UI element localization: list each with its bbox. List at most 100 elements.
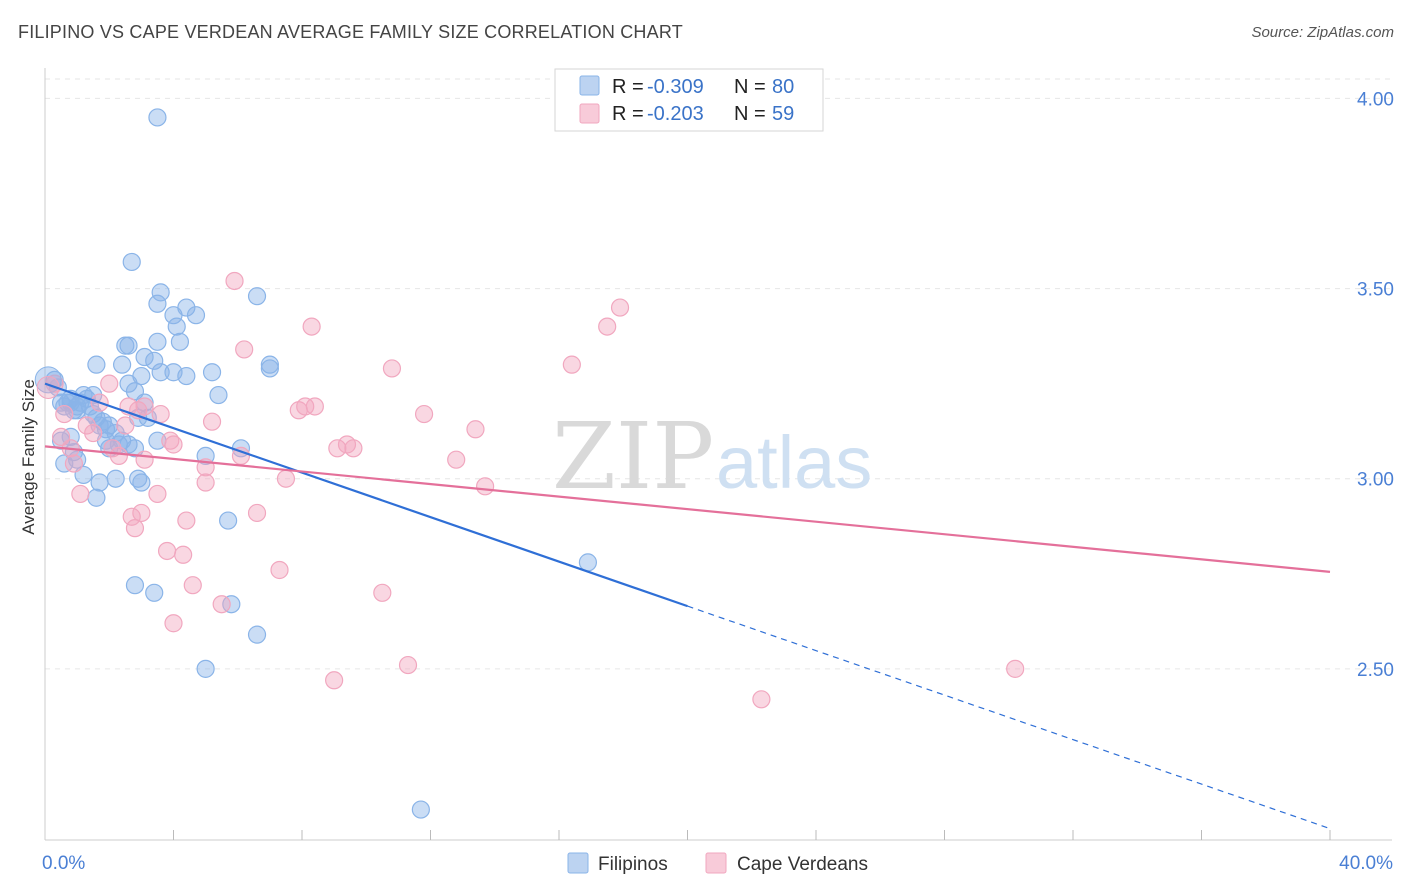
cape-verdean-point	[202, 412, 222, 431]
cape-verdean-point	[100, 374, 119, 393]
source-label: Source: ZipAtlas.com	[1251, 24, 1394, 41]
bottom-legend-swatch-cape-verdeans	[705, 852, 727, 874]
legend-r-label-1: R =	[612, 76, 644, 98]
cape-verdean-point	[151, 404, 170, 424]
cape-verdean-point	[132, 503, 151, 523]
legend-r-value-1: -0.309	[647, 76, 704, 98]
bottom-legend-filipinos: Filipinos	[598, 854, 668, 875]
cape-verdean-point	[109, 446, 128, 466]
legend-swatch-cape-verdeans	[579, 103, 600, 124]
cape-verdean-point	[276, 469, 296, 488]
filipino-point	[151, 283, 170, 302]
chart-title: FILIPINO VS CAPE VERDEAN AVERAGE FAMILY …	[18, 22, 683, 42]
cape-verdean-point	[122, 507, 141, 526]
filipino-point	[209, 385, 228, 405]
cape-verdean-point	[752, 690, 771, 709]
filipino-point	[51, 431, 71, 450]
cape-verdean-point	[135, 397, 154, 416]
cape-verdean-point	[164, 435, 183, 454]
legend-n-value-1: 80	[772, 76, 794, 98]
bottom-legend-cape-verdeans: Cape Verdeans	[737, 854, 868, 875]
cape-verdean-point	[562, 355, 581, 374]
cape-verdean-point	[157, 541, 177, 561]
cape-verdean-point	[71, 484, 90, 504]
cape-verdean-point	[296, 397, 315, 416]
x-axis-ticks: 0.0% 40.0%	[42, 853, 1393, 874]
legend-swatch-filipinos	[579, 75, 600, 96]
cape-verdean-point	[64, 454, 84, 473]
y-axis-label: Average Family Size	[19, 379, 38, 535]
legend-n-value-2: 59	[772, 103, 794, 125]
legend-n-label-1: N =	[734, 76, 766, 98]
filipino-point	[578, 553, 598, 572]
cape-verdean-point	[177, 511, 196, 530]
filipino-point	[55, 454, 74, 473]
cape-verdean-point	[447, 450, 466, 469]
filipino-trend-line	[44, 382, 688, 608]
series-legend: Filipinos Cape Verdeans	[567, 852, 868, 875]
cape-verdean-point	[135, 450, 154, 469]
cape-verdean-point	[328, 439, 347, 458]
cape-verdean-point	[196, 473, 215, 492]
x-tick-label-0: 0.0%	[42, 853, 85, 874]
y-tick-label-2: 3.50	[1357, 280, 1394, 301]
cape-verdean-point	[225, 271, 244, 291]
filipino-point	[177, 298, 196, 317]
filipino-point	[135, 347, 154, 367]
filipino-point	[132, 473, 151, 492]
filipino-point	[112, 355, 132, 374]
cape-verdean-trend-line	[44, 445, 1331, 573]
filipino-point	[145, 583, 164, 602]
cape-verdean-point	[212, 595, 231, 614]
axes	[44, 68, 1392, 841]
bottom-legend-swatch-filipinos	[567, 852, 589, 874]
filipino-trend-line-extension	[687, 605, 1331, 830]
legend-r-value-2: -0.203	[647, 103, 704, 125]
filipino-point	[148, 332, 167, 351]
cape-verdean-point	[373, 583, 392, 602]
filipino-point	[61, 393, 80, 412]
cape-verdean-point	[183, 576, 202, 595]
filipino-point	[106, 423, 125, 443]
cape-verdean-point	[164, 614, 183, 633]
filipino-point	[145, 351, 164, 370]
y-tick-label-1: 3.00	[1357, 470, 1394, 491]
x-tick-label-1: 40.0%	[1339, 853, 1393, 874]
filipino-point	[411, 800, 430, 819]
cape-verdean-point	[610, 298, 630, 317]
grid-lines	[45, 78, 1392, 670]
filipino-point	[196, 659, 215, 678]
filipino-point	[87, 355, 106, 374]
cape-verdean-point	[325, 671, 344, 690]
cape-verdean-point	[125, 519, 145, 538]
filipino-point	[177, 366, 196, 386]
filipino-point	[119, 374, 138, 393]
cape-verdean-point	[174, 545, 193, 564]
legend-box	[554, 68, 824, 132]
cape-verdean-point	[414, 404, 434, 424]
cape-verdean-point	[476, 477, 495, 496]
legend-n-label-2: N =	[734, 103, 766, 125]
filipino-point	[260, 355, 279, 374]
cape-verdean-point	[598, 317, 617, 336]
filipino-point	[148, 294, 167, 313]
filipino-point	[247, 287, 267, 306]
filipino-point	[106, 469, 125, 488]
y-tick-label-3: 4.00	[1357, 89, 1394, 110]
filipino-point	[167, 317, 186, 336]
filipino-point	[125, 576, 145, 595]
filipino-point	[247, 625, 267, 644]
cape-verdean-point	[302, 317, 321, 336]
filipino-point	[222, 595, 241, 614]
cape-verdean-point	[235, 340, 254, 359]
cape-verdean-point	[84, 423, 103, 443]
legend-r-label-2: R =	[612, 103, 644, 125]
filipino-point	[119, 336, 138, 355]
filipino-point	[219, 511, 238, 530]
watermark-atlas: atlas	[716, 421, 872, 504]
cape-verdean-point	[398, 655, 418, 675]
filipino-point	[186, 306, 206, 325]
cape-verdean-point	[231, 446, 251, 466]
data-points	[34, 108, 1025, 819]
